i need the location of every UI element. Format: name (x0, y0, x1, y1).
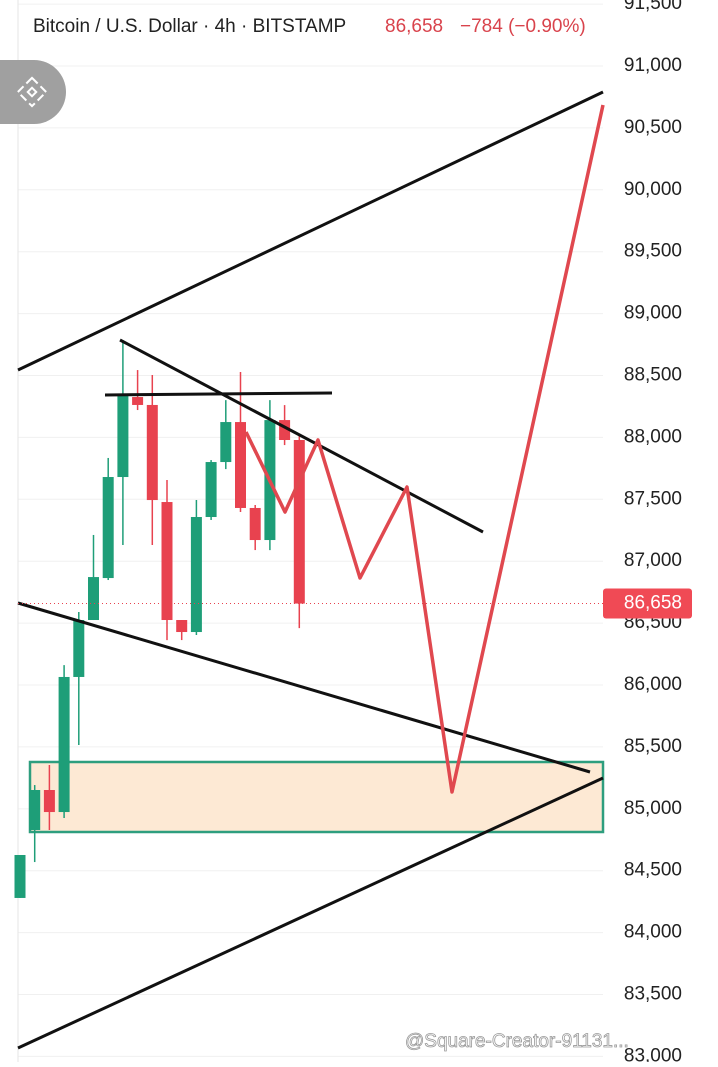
y-tick-label: 84,500 (624, 860, 682, 881)
y-tick-label: 89,000 (624, 303, 682, 324)
y-tick-label: 86,000 (624, 674, 682, 695)
candle-body (279, 420, 291, 441)
drawings (17, 90, 604, 1050)
candle-body (43, 790, 55, 813)
candle-body (176, 620, 188, 633)
candle-body (190, 517, 202, 633)
y-tick-label: 85,500 (624, 736, 682, 757)
trendline (17, 601, 591, 774)
y-tick-label: 83,500 (624, 984, 682, 1005)
candle-body (14, 854, 26, 898)
candle-body (117, 395, 129, 478)
candle-body (58, 676, 70, 813)
projection-path (244, 104, 605, 794)
y-tick-label: 89,500 (624, 241, 682, 262)
candle-body (220, 422, 232, 463)
candle-body (132, 397, 144, 405)
y-tick-label: 87,500 (624, 488, 682, 509)
y-tick-label: 90,000 (624, 179, 682, 200)
trendline (17, 90, 604, 372)
candle-body (102, 477, 114, 579)
demand-zone (28, 760, 605, 834)
y-tick-label: 88,000 (624, 426, 682, 447)
chart-title: Bitcoin / U.S. Dollar · 4h · BITSTAMP (33, 16, 346, 37)
candle-body (249, 507, 261, 541)
y-tick-label: 91,500 (624, 0, 682, 14)
last-price-label: 86,658 (624, 593, 682, 614)
header-change: −784 (−0.90%) (460, 16, 586, 37)
y-tick-label: 83,000 (624, 1045, 682, 1062)
candle-body (235, 422, 246, 508)
candle-body (205, 462, 217, 518)
candle-body (88, 577, 99, 621)
y-tick-label: 88,500 (624, 365, 682, 386)
side-button[interactable] (0, 60, 66, 124)
y-tick-label: 87,000 (624, 550, 682, 571)
candle-body (73, 620, 85, 677)
y-tick-label: 85,000 (624, 798, 682, 819)
last-price-badge (603, 588, 692, 619)
y-axis: 83,000 83,500 84,000 84,500 85,000 85,500 86,0… (624, 0, 682, 1066)
candle-body (293, 440, 305, 604)
y-tick-label: 91,000 (624, 55, 682, 76)
grid (18, 3, 603, 1057)
binance-icon (16, 76, 48, 108)
y-tick-label: 90,500 (624, 117, 682, 138)
y-tick-label: 84,000 (624, 922, 682, 943)
header-price: 86,658 (385, 16, 443, 37)
trendline (104, 391, 333, 397)
trendline (17, 776, 604, 1050)
watermark: @Square-Creator-91131... (405, 1031, 629, 1052)
candle-body (146, 404, 158, 501)
candle-body (161, 502, 173, 621)
trendline (119, 338, 484, 534)
candle-body (29, 790, 41, 830)
